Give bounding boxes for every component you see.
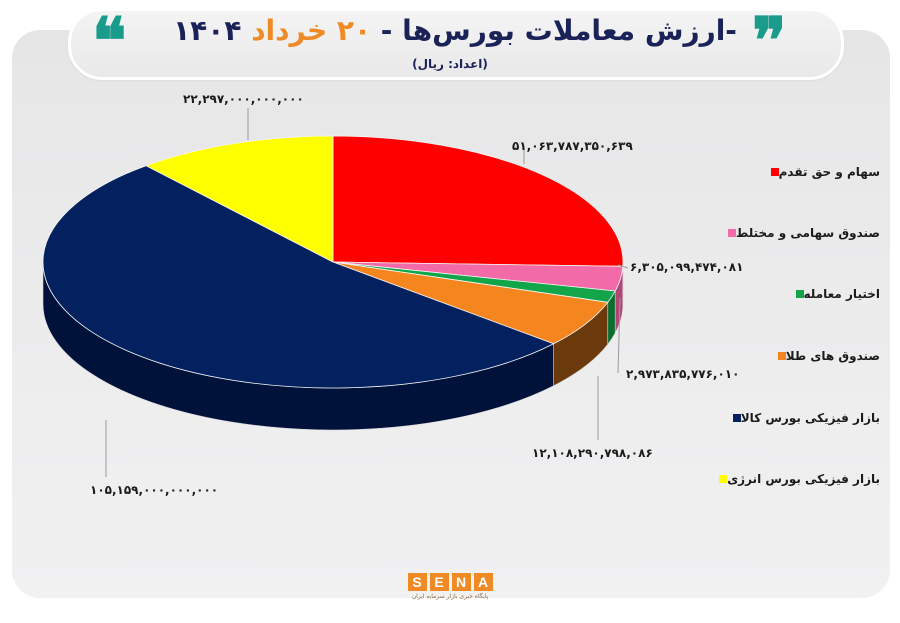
legend-item: صندوق سهامی و مختلط (722, 226, 880, 240)
legend-label: صندوق های طلا (785, 349, 880, 363)
value-label: ۱۰۵,۱۵۹,۰۰۰,۰۰۰,۰۰۰ (90, 483, 219, 497)
legend-item: اختیار معامله (790, 287, 880, 301)
value-label: ۲,۹۷۳,۸۳۵,۷۷۶,۰۱۰ (626, 367, 740, 381)
legend-item: سهام و حق تقدم (765, 165, 880, 179)
value-label: ۵۱,۰۶۳,۷۸۷,۳۵۰,۶۳۹ (512, 139, 633, 153)
legend-swatch (719, 475, 728, 483)
logo-letter: N (451, 573, 471, 591)
leader-line-1 (617, 264, 629, 269)
pie-slice-5 (145, 135, 334, 263)
legend-item: صندوق های طلا (772, 349, 880, 363)
quote-close-icon: ❞ (752, 4, 787, 79)
legend-label: بازار فیزیکی بورس انرژی (727, 472, 880, 486)
title-year: ۱۴۰۴ (173, 14, 252, 47)
legend-swatch (795, 290, 804, 298)
title-banner (68, 8, 844, 80)
legend-swatch (770, 168, 779, 176)
legend-swatch (777, 352, 786, 360)
legend-label: بازار فیزیکی بورس کالا (740, 411, 880, 425)
logo-letter: S (407, 573, 427, 591)
value-label: ۲۲,۲۹۷,۰۰۰,۰۰۰,۰۰۰ (183, 92, 304, 106)
value-label: ۶,۳۰۵,۰۹۹,۴۷۴,۰۸۱ (630, 260, 744, 274)
value-label: ۱۲,۱۰۸,۲۹۰,۷۹۸,۰۸۶ (532, 446, 653, 460)
legend-swatch (727, 229, 736, 237)
legend-item: بازار فیزیکی بورس انرژی (713, 472, 880, 486)
legend-swatch (732, 414, 741, 422)
legend-label: اختیار معامله (803, 287, 880, 301)
chart-title: -ارزش معاملات بورس‌ها - ۲۰ خرداد ۱۴۰۴ (170, 14, 740, 47)
legend-label: سهام و حق تقدم (778, 165, 880, 179)
title-text: -ارزش معاملات بورس‌ها - (371, 14, 737, 47)
leader-line-2 (617, 297, 621, 374)
pie-slice-4 (42, 165, 555, 389)
logo-letter: A (473, 573, 493, 591)
pie-slice-0 (332, 135, 624, 267)
title-date-highlight: ۲۰ خرداد (251, 14, 372, 47)
chart-subtitle: (اعداد: ریال) (412, 57, 488, 71)
quote-open-icon: ❝ (92, 4, 127, 79)
legend-item: بازار فیزیکی بورس کالا (727, 411, 880, 425)
logo-letter: E (429, 573, 449, 591)
legend-label: صندوق سهامی و مختلط (735, 226, 880, 240)
logo-tagline: پایگاه خبری بازار سرمایه ایران (411, 593, 489, 600)
